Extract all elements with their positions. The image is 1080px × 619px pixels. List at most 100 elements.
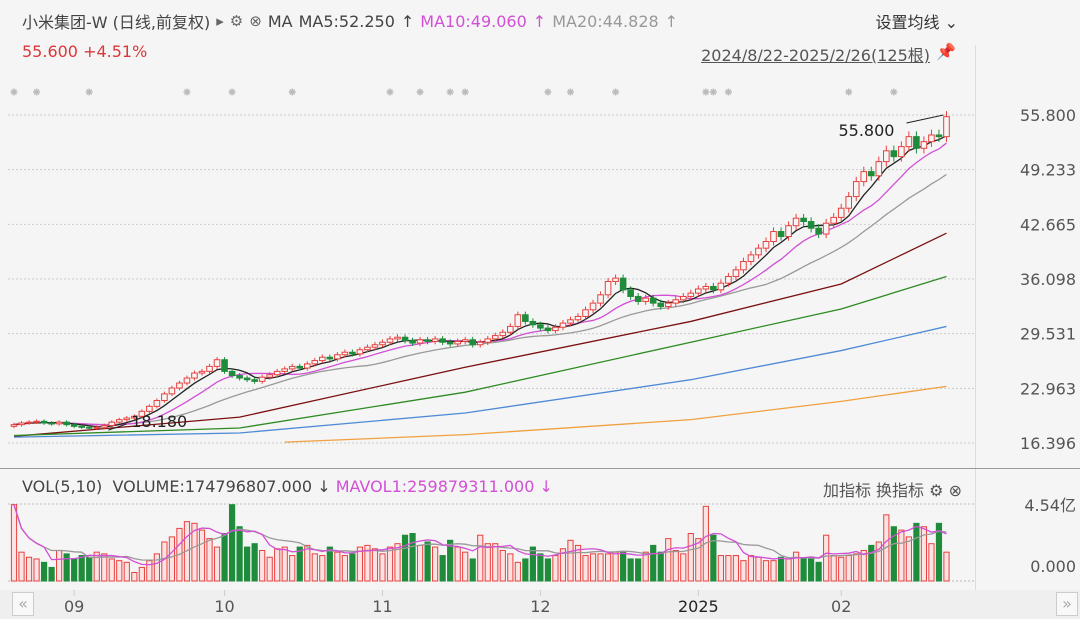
volume-bar: [574, 544, 582, 582]
candle-up: [898, 146, 905, 158]
x-tick-label: 12: [530, 597, 550, 616]
volume-bar: [138, 566, 145, 582]
chevron-down-icon: ⌄: [944, 13, 958, 32]
candle-up: [830, 216, 837, 224]
close-icon[interactable]: ⊗: [948, 481, 962, 500]
ma10-arrow-icon: ↑: [532, 11, 547, 31]
add-indicator-button[interactable]: 加指标: [822, 481, 871, 500]
volume-bar: [597, 553, 604, 582]
candle-up: [33, 420, 40, 423]
set-ma-label: 设置均线: [875, 13, 940, 32]
stock-title[interactable]: 小米集团-W (日线,前复权): [22, 13, 211, 32]
volume-bar: [146, 560, 153, 582]
scroll-right-button[interactable]: »: [1056, 592, 1078, 616]
volume-bar: [529, 546, 536, 582]
volume-bar: [943, 551, 950, 582]
volume-bar: [356, 546, 364, 582]
volume-header: VOL(5,10) VOLUME:174796807.000 ↓ MAVOL1:…: [22, 477, 553, 496]
ma-label: MA: [267, 11, 293, 31]
volume-bar: [710, 534, 717, 582]
candle-up: [567, 319, 574, 324]
candle-up: [747, 254, 755, 263]
volume-bar: [777, 556, 785, 582]
volume-bar: [198, 529, 206, 582]
axis-separator: [975, 45, 976, 590]
volume-bar: [552, 555, 559, 582]
mavol-value: MAVOL1:259879311.000: [335, 477, 535, 496]
vol-title: VOL(5,10): [22, 477, 103, 496]
ma10-value: MA10:49.060: [420, 11, 527, 31]
volume-bar: [499, 549, 506, 582]
volume-bar: [93, 551, 100, 582]
date-range[interactable]: 2024/8/22-2025/2/26(125根): [701, 46, 930, 65]
volume-bar: [401, 534, 409, 582]
gear-icon[interactable]: ⚙: [229, 12, 244, 30]
x-tick-label: 11: [372, 597, 392, 616]
volume-bar: [266, 556, 273, 582]
volume-bar: [875, 541, 882, 582]
expand-arrow-icon[interactable]: ▸: [216, 12, 224, 30]
high-annotation: 55.800: [838, 121, 894, 140]
panel-divider[interactable]: [0, 468, 1080, 469]
volume-bar: [206, 538, 213, 582]
volume-bar: [717, 555, 724, 582]
candle-up: [386, 338, 394, 343]
volume-bar: [823, 534, 830, 582]
volume-bar: [838, 556, 845, 582]
candle-up: [25, 421, 33, 424]
candle-up: [860, 171, 868, 183]
event-marker-icon: [702, 88, 710, 96]
chart-header: 小米集团-W (日线,前复权) ▸ ⚙ ⊗ MA MA5:52.250 ↑ MA1…: [22, 9, 678, 33]
candle-up: [552, 326, 559, 332]
ma20-arrow-icon: ↑: [664, 11, 679, 31]
volume-bar: [236, 526, 243, 582]
candle-down: [349, 351, 356, 355]
volume-bar: [747, 555, 755, 582]
candle-up: [258, 376, 266, 382]
close-icon[interactable]: ⊗: [249, 12, 262, 30]
volume-bar: [341, 555, 348, 582]
set-ma-button[interactable]: 设置均线 ⌄: [875, 9, 958, 33]
candle-down: [70, 424, 78, 427]
volume-bar: [484, 543, 491, 582]
volume-bar: [635, 558, 642, 582]
volume-bar: [582, 555, 589, 582]
candle-down: [469, 339, 477, 346]
volume-bar: [815, 561, 822, 582]
price-tick-label: 16.396: [1020, 434, 1076, 453]
volume-bar: [447, 539, 454, 582]
candle-up: [785, 225, 792, 238]
candle-up: [319, 356, 326, 362]
volume-bar: [627, 558, 634, 582]
candle-up: [131, 415, 138, 419]
scroll-left-button[interactable]: «: [12, 592, 34, 616]
candle-down: [634, 295, 642, 302]
volume-arrow-icon: ↓: [317, 477, 331, 496]
event-marker-icon: [845, 88, 853, 96]
candle-down: [251, 379, 258, 382]
volume-bar: [116, 560, 123, 582]
volume-bar: [559, 548, 567, 582]
gear-icon[interactable]: ⚙: [929, 481, 944, 500]
candle-down: [544, 327, 552, 332]
switch-indicator-button[interactable]: 换指标: [876, 481, 925, 500]
candle-up: [875, 161, 883, 177]
volume-bar: [665, 538, 672, 582]
volume-bar: [379, 553, 386, 582]
candle-up: [762, 241, 770, 249]
candle-up: [943, 116, 950, 138]
candle-down: [236, 375, 243, 379]
annotation-arrow: [108, 423, 127, 431]
candle-down: [522, 314, 529, 322]
ma5-arrow-icon: ↑: [400, 11, 415, 31]
volume-bar: [905, 536, 912, 582]
candle-down: [537, 324, 544, 329]
pin-icon[interactable]: 📌: [936, 42, 956, 61]
price-tick-label: 29.531: [1020, 325, 1076, 344]
candle-up: [356, 349, 364, 355]
candle-down: [228, 370, 236, 377]
candle-up: [837, 207, 845, 218]
volume-bar: [830, 555, 837, 582]
volume-bar: [469, 558, 476, 582]
